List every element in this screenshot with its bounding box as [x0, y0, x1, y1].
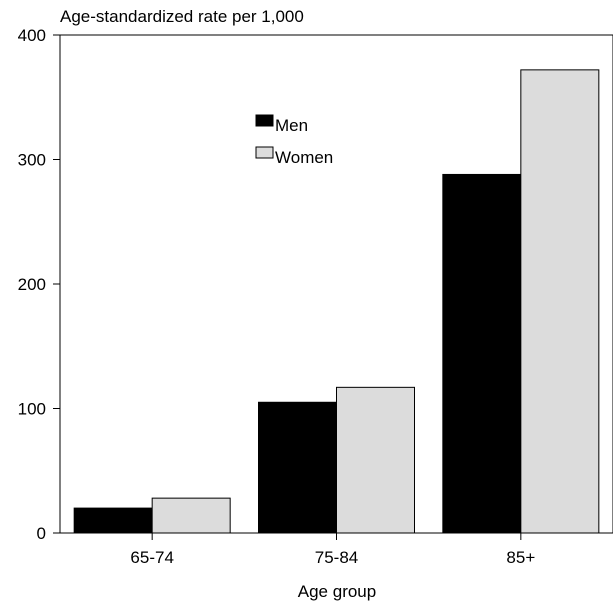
x-axis-title: Age group: [298, 582, 376, 601]
bar-men-1: [258, 401, 337, 534]
legend-label-women: Women: [275, 148, 333, 167]
x-tick-label: 75-84: [315, 548, 358, 567]
y-tick-label: 300: [18, 151, 46, 170]
y-tick-label: 100: [18, 400, 46, 419]
bar-women-1: [336, 386, 415, 534]
x-axis: 65-74 75-84 85+: [130, 533, 535, 567]
y-axis-title: Age-standardized rate per 1,000: [60, 7, 304, 26]
y-axis: 0 100 200 300 400: [18, 26, 60, 543]
bar-women-0: [151, 497, 231, 534]
bars: [73, 69, 600, 534]
legend-swatch-women: [255, 146, 274, 159]
y-tick-label: 0: [37, 524, 46, 543]
legend-label-men: Men: [275, 116, 308, 135]
x-tick-label: 85+: [506, 548, 535, 567]
legend-swatch-men: [255, 114, 274, 127]
y-tick-label: 200: [18, 275, 46, 294]
bar-men-0: [73, 507, 153, 534]
bar-men-2: [442, 173, 522, 534]
x-tick-label: 65-74: [130, 548, 173, 567]
legend: Men Women: [255, 114, 333, 167]
y-tick-label: 400: [18, 26, 46, 45]
bar-women-2: [520, 69, 600, 534]
